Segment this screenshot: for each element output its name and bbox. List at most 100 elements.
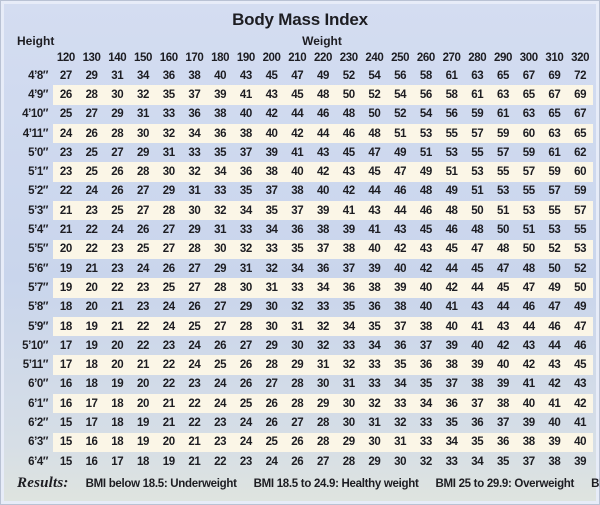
bmi-value-cell: 33 (239, 224, 252, 237)
bmi-value-cell: 29 (111, 108, 124, 121)
bmi-value-cell: 31 (188, 185, 201, 198)
bmi-value-cell: 19 (78, 316, 105, 337)
bmi-value-cell: 33 (258, 239, 285, 259)
bmi-value-cell: 39 (464, 355, 491, 375)
bmi-value-cell: 25 (78, 162, 105, 182)
bmi-value-cell: 15 (59, 416, 72, 429)
bmi-value-cell: 48 (471, 224, 484, 237)
height-label-cell: 5’11″ (22, 359, 49, 372)
bmi-value-cell: 38 (438, 355, 465, 375)
weight-header-cell: 310 (545, 52, 564, 64)
bmi-value-cell: 30 (342, 416, 355, 429)
bmi-value-cell: 32 (232, 239, 259, 259)
bmi-value-cell: 23 (59, 146, 72, 159)
bmi-value-cell: 33 (368, 378, 381, 391)
bmi-value-cell: 17 (59, 339, 72, 352)
bmi-value-cell: 49 (574, 301, 587, 314)
bmi-value-cell: 26 (232, 355, 259, 375)
bmi-value-cell: 21 (130, 355, 156, 375)
bmi-value-cell: 40 (490, 355, 516, 375)
bmi-value-cell: 22 (104, 278, 131, 298)
bmi-value-cell: 22 (214, 455, 227, 468)
bmi-value-cell: 24 (207, 394, 233, 414)
bmi-value-cell: 28 (316, 416, 329, 429)
bmi-value-cell: 56 (445, 108, 458, 121)
bmi-value-cell: 27 (316, 455, 329, 468)
bmi-value-cell: 50 (515, 239, 542, 259)
bmi-value-cell: 48 (419, 185, 432, 198)
bmi-value-cell: 55 (471, 146, 484, 159)
bmi-value-cell: 39 (207, 85, 233, 105)
height-label-cell: 5’8″ (28, 301, 48, 314)
bmi-value-cell: 26 (291, 455, 304, 468)
bmi-value-cell: 23 (78, 201, 105, 221)
height-label-cell: 6’1″ (28, 397, 48, 410)
bmi-value-cell: 18 (104, 432, 131, 452)
result-item-healthy: BMI 18.5 to 24.9: Healthy weight (253, 478, 419, 491)
height-label-cell: 6’2″ (28, 416, 48, 429)
bmi-value-cell: 50 (567, 278, 593, 298)
bmi-value-cell: 43 (574, 378, 587, 391)
bmi-value-cell: 24 (188, 339, 201, 352)
bmi-value-cell: 27 (239, 339, 252, 352)
bmi-value-cell: 21 (59, 224, 72, 237)
bmi-value-cell: 43 (335, 162, 362, 182)
bmi-value-cell: 25 (59, 108, 72, 121)
bmi-value-cell: 37 (522, 455, 535, 468)
bmi-value-cell: 57 (567, 201, 593, 221)
bmi-value-cell: 27 (59, 69, 72, 82)
weight-header-cell: 270 (442, 52, 461, 64)
bmi-value-cell: 38 (214, 108, 227, 121)
bmi-value-cell: 32 (181, 162, 208, 182)
bmi-value-cell: 17 (111, 455, 124, 468)
bmi-value-cell: 35 (284, 239, 311, 259)
bmi-value-cell: 31 (284, 316, 311, 337)
bmi-value-cell: 40 (258, 123, 285, 144)
bmi-value-cell: 29 (162, 185, 175, 198)
bmi-value-cell: 53 (445, 146, 458, 159)
bmi-value-cell: 23 (239, 455, 252, 468)
bmi-value-cell: 20 (104, 355, 131, 375)
bmi-value-cell: 32 (265, 262, 278, 275)
bmi-value-cell: 27 (181, 278, 208, 298)
bmi-value-cell: 47 (368, 146, 381, 159)
bmi-value-cell: 65 (515, 85, 542, 105)
height-label-cell: 5’3″ (28, 204, 48, 217)
bmi-value-cell: 26 (258, 394, 285, 414)
bmi-value-cell: 25 (232, 394, 259, 414)
bmi-value-cell: 22 (155, 355, 182, 375)
height-label-cell: 4’11″ (22, 127, 49, 140)
bmi-value-cell: 44 (291, 108, 304, 121)
bmi-value-cell: 35 (155, 85, 182, 105)
bmi-value-cell: 27 (291, 416, 304, 429)
bmi-value-cell: 25 (181, 316, 208, 337)
bmi-value-cell: 42 (387, 239, 413, 259)
bmi-value-cell: 43 (490, 316, 516, 337)
bmi-value-cell: 36 (471, 416, 484, 429)
bmi-value-cell: 31 (136, 108, 149, 121)
height-label-cell: 5’1″ (28, 166, 48, 179)
bmi-value-cell: 50 (496, 224, 509, 237)
bmi-value-cell: 34 (412, 394, 439, 414)
bmi-value-cell: 24 (214, 378, 227, 391)
bmi-value-cell: 52 (394, 108, 407, 121)
bmi-value-cell: 45 (265, 69, 278, 82)
bmi-value-cell: 46 (412, 201, 439, 221)
bmi-value-cell: 20 (130, 394, 156, 414)
bmi-value-cell: 55 (541, 201, 568, 221)
bmi-value-cell: 40 (471, 339, 484, 352)
bmi-value-cell: 23 (130, 278, 156, 298)
bmi-value-cell: 46 (574, 339, 587, 352)
height-label-cell: 6’0″ (28, 378, 48, 391)
bmi-value-cell: 36 (316, 262, 329, 275)
weight-header-cell: 280 (468, 52, 487, 64)
bmi-value-cell: 54 (419, 108, 432, 121)
bmi-value-cell: 31 (387, 432, 413, 452)
bmi-value-cell: 36 (188, 108, 201, 121)
weight-header-cell: 130 (82, 52, 101, 64)
bmi-value-cell: 21 (111, 301, 124, 314)
bmi-value-cell: 24 (111, 224, 124, 237)
bmi-value-cell: 41 (522, 378, 535, 391)
bmi-value-cell: 39 (574, 455, 587, 468)
bmi-value-cell: 45 (567, 355, 593, 375)
